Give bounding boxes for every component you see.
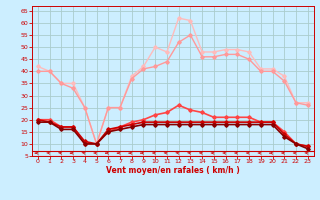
- X-axis label: Vent moyen/en rafales ( km/h ): Vent moyen/en rafales ( km/h ): [106, 166, 240, 175]
